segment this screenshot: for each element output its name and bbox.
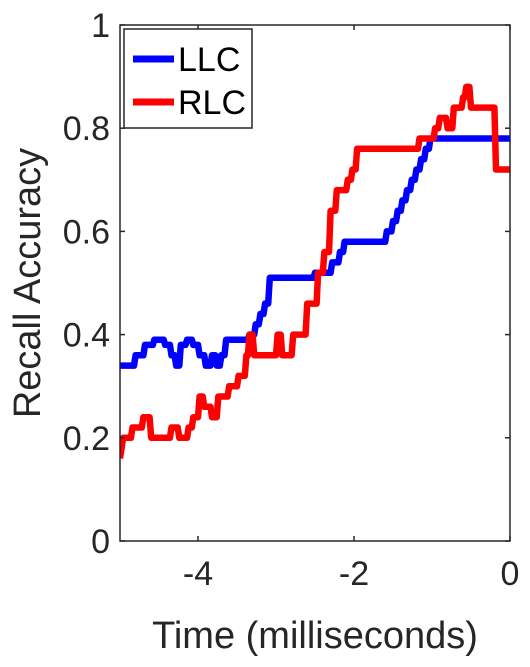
x-tick-label: -2: [339, 555, 369, 593]
legend-label-llc: LLC: [178, 41, 240, 79]
series-line-rlc: [120, 83, 510, 459]
tick-label-layer: -4 -2 0 0 0.2 0.4 0.6 0.8 1: [63, 7, 520, 593]
plot-frame: [119, 24, 511, 542]
y-tick-label: 0.8: [63, 110, 110, 148]
legend-label-rlc: RLC: [178, 84, 246, 122]
series-line-llc: [120, 135, 510, 369]
y-tick-label: 0: [91, 523, 110, 561]
x-tick-label: 0: [501, 555, 520, 593]
x-tick-label: -4: [183, 555, 213, 593]
legend-box: [123, 28, 253, 129]
legend: LLC RLC: [123, 28, 253, 129]
y-tick-label: 0.4: [63, 317, 110, 355]
tick-layer: [120, 24, 511, 542]
x-axis-label: Time (milliseconds): [152, 615, 478, 657]
y-axis-label: Recall Accuracy: [7, 148, 49, 418]
y-tick-label: 0.2: [63, 420, 110, 458]
y-tick-label: 1: [91, 7, 110, 45]
series-layer: [120, 83, 510, 459]
y-tick-label: 0.6: [63, 213, 110, 251]
